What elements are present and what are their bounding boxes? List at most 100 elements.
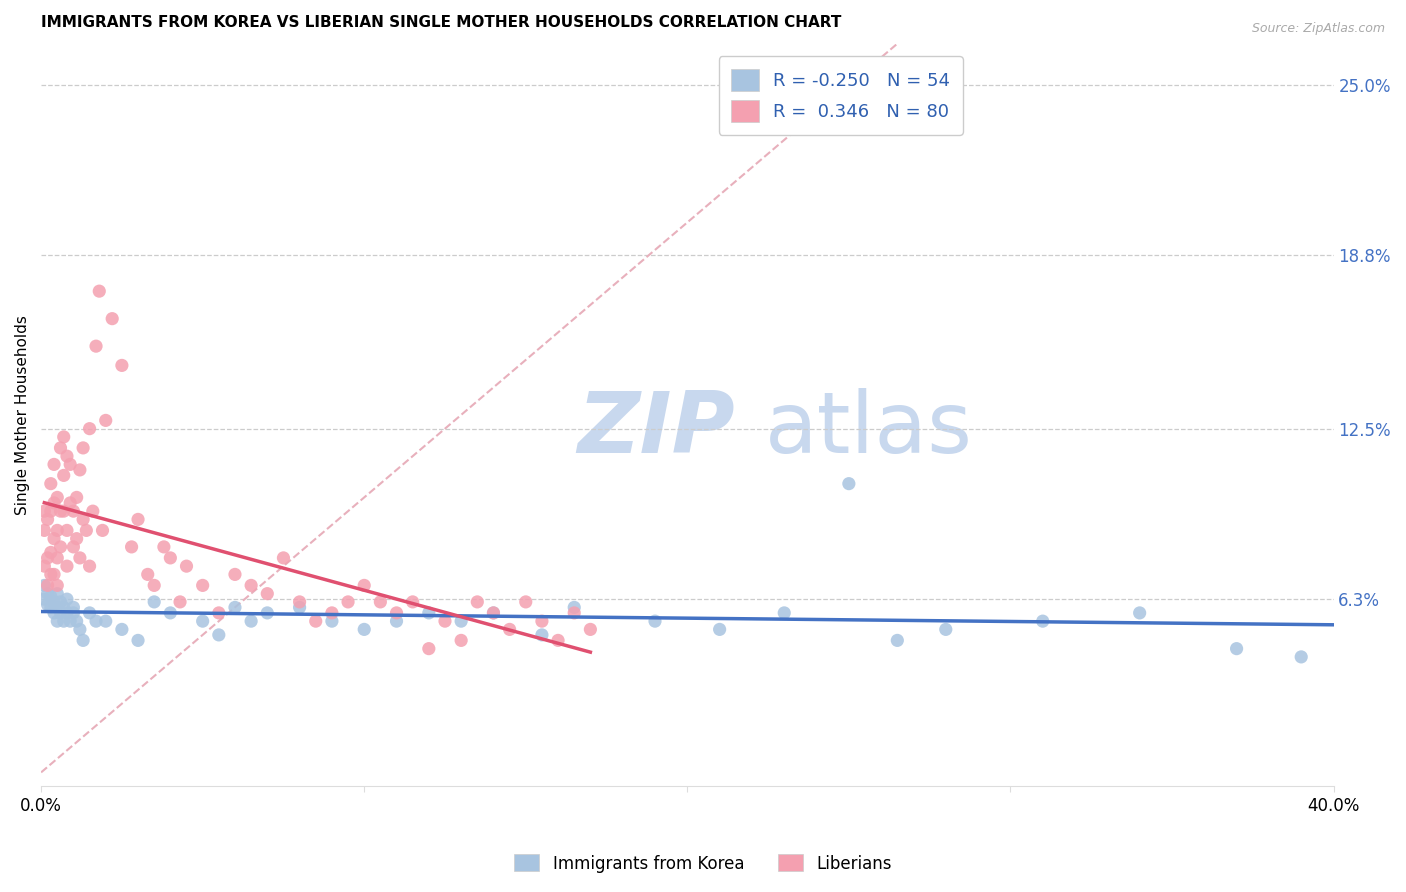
Point [136, 567, 159, 582]
Point [59, 496, 82, 510]
Point [69, 550, 91, 565]
Point [46, 524, 69, 538]
Point [111, 623, 134, 637]
Text: Source: ZipAtlas.com: Source: ZipAtlas.com [1251, 22, 1385, 36]
Point [46, 578, 69, 592]
Point [644, 614, 666, 628]
Point [56, 559, 79, 574]
Point [89, 284, 111, 298]
Point [56, 524, 79, 538]
Point [52, 430, 75, 444]
Point [34, 578, 56, 592]
Point [111, 359, 134, 373]
Point [59, 614, 82, 628]
Point [273, 550, 295, 565]
Point [773, 606, 796, 620]
Point [224, 567, 246, 582]
Point [37, 587, 59, 601]
Point [69, 623, 91, 637]
Point [52, 468, 75, 483]
Point [288, 595, 311, 609]
Point [482, 606, 505, 620]
Point [127, 512, 149, 526]
Point [56, 606, 79, 620]
Point [143, 595, 166, 609]
Point [42, 606, 65, 620]
Point [75, 524, 97, 538]
Point [39, 476, 62, 491]
Point [79, 606, 101, 620]
Point [52, 504, 75, 518]
Point [515, 595, 537, 609]
Point [353, 623, 375, 637]
Point [101, 311, 124, 326]
Point [94, 614, 117, 628]
Point [37, 578, 59, 592]
Point [121, 540, 143, 554]
Point [579, 623, 602, 637]
Point [1289, 649, 1312, 664]
Point [49, 504, 72, 518]
Point [385, 614, 408, 628]
Point [37, 598, 59, 612]
Text: ZIP: ZIP [578, 388, 735, 471]
Point [42, 532, 65, 546]
Point [62, 600, 84, 615]
Point [34, 559, 56, 574]
Point [94, 413, 117, 427]
Point [465, 595, 488, 609]
Point [385, 606, 408, 620]
Point [39, 545, 62, 559]
Point [66, 491, 89, 505]
Point [562, 606, 585, 620]
Point [1032, 614, 1054, 628]
Point [176, 559, 198, 574]
Point [39, 590, 62, 604]
Point [62, 504, 84, 518]
Legend: R = -0.250   N = 54, R =  0.346   N = 80: R = -0.250 N = 54, R = 0.346 N = 80 [718, 56, 963, 135]
Point [935, 623, 957, 637]
Point [42, 595, 65, 609]
Point [191, 578, 214, 592]
Point [79, 422, 101, 436]
Point [224, 600, 246, 615]
Point [530, 628, 553, 642]
Point [562, 600, 585, 615]
Point [84, 614, 107, 628]
Point [321, 614, 343, 628]
Point [159, 606, 181, 620]
Point [169, 595, 191, 609]
Point [72, 512, 94, 526]
Point [59, 458, 82, 472]
Point [450, 614, 472, 628]
Point [39, 504, 62, 518]
Point [66, 532, 89, 546]
Point [42, 458, 65, 472]
Point [886, 633, 908, 648]
Point [337, 595, 360, 609]
Point [370, 595, 392, 609]
Point [153, 540, 176, 554]
Legend: Immigrants from Korea, Liberians: Immigrants from Korea, Liberians [508, 847, 898, 880]
Point [208, 628, 231, 642]
Point [305, 614, 328, 628]
Point [321, 606, 343, 620]
Point [34, 524, 56, 538]
Point [34, 592, 56, 607]
Point [56, 449, 79, 463]
Point [256, 587, 278, 601]
Text: atlas: atlas [765, 388, 973, 471]
Point [46, 614, 69, 628]
Point [49, 441, 72, 455]
Point [402, 595, 425, 609]
Point [1226, 641, 1249, 656]
Point [127, 633, 149, 648]
Point [240, 614, 263, 628]
Point [66, 614, 89, 628]
Point [72, 441, 94, 455]
Point [46, 600, 69, 615]
Point [69, 463, 91, 477]
Text: IMMIGRANTS FROM KOREA VS LIBERIAN SINGLE MOTHER HOUSEHOLDS CORRELATION CHART: IMMIGRANTS FROM KOREA VS LIBERIAN SINGLE… [41, 15, 841, 30]
Point [37, 550, 59, 565]
Point [82, 504, 104, 518]
